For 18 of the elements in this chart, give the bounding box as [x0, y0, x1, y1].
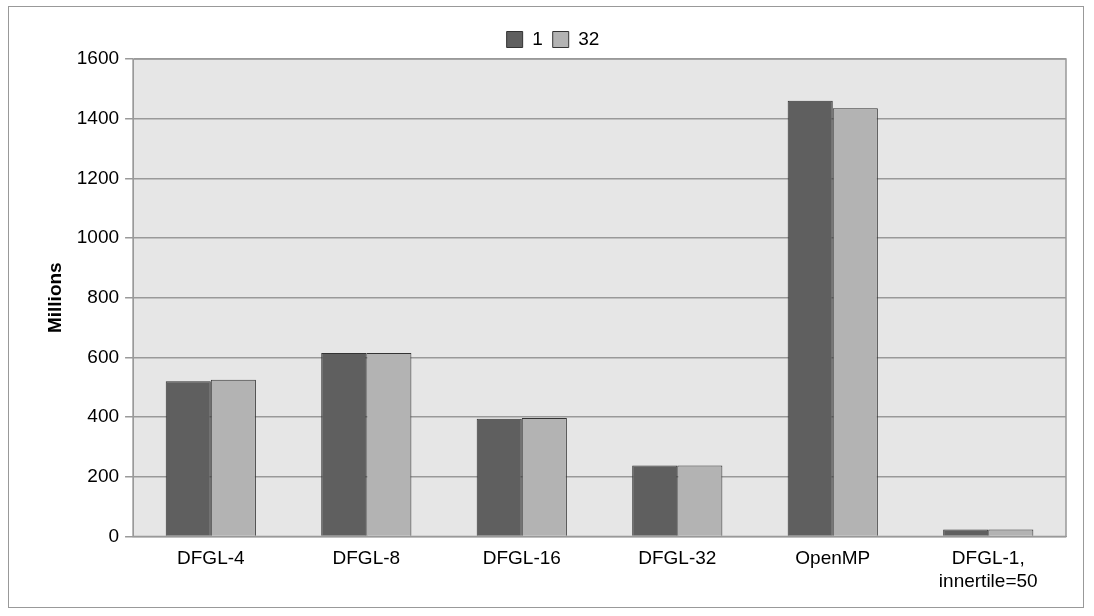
- y-tick-label: 1400: [76, 106, 120, 128]
- y-tick-label: 0: [108, 524, 120, 546]
- x-tick-label: DFGL-4: [177, 547, 246, 569]
- y-tick-label: 600: [87, 345, 120, 367]
- x-tick-label: DFGL-16: [482, 547, 561, 569]
- y-tick-label: 200: [87, 464, 120, 486]
- legend-label: 32: [578, 27, 600, 49]
- y-tick-label: 1200: [76, 166, 120, 188]
- y-tick-label: 1600: [76, 47, 120, 69]
- x-tick-label: DFGL-32: [638, 547, 717, 569]
- legend-label: 1: [532, 27, 543, 49]
- x-tick-label: OpenMP: [795, 547, 871, 569]
- y-tick-label: 1000: [76, 226, 120, 248]
- y-tick-label: 400: [87, 405, 120, 427]
- y-axis-title: Millions: [43, 262, 65, 334]
- x-tick-label: DFGL-8: [332, 547, 401, 569]
- x-tick-label: DFGL-1, innertile=50: [938, 547, 1038, 591]
- y-tick-label: 800: [87, 285, 120, 307]
